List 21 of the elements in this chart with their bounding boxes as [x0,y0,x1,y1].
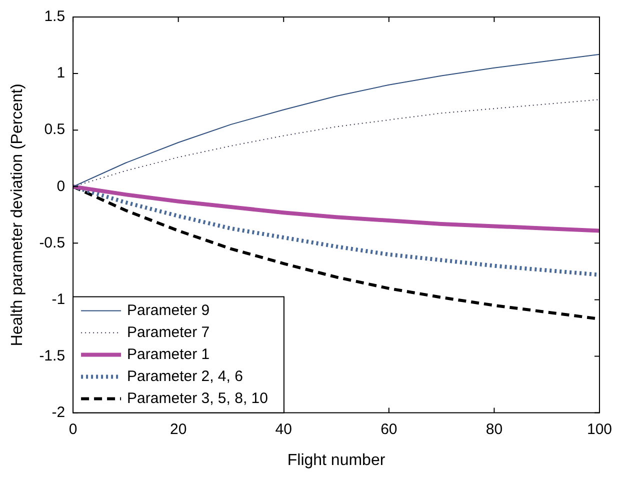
x-tick-label: 80 [486,420,503,438]
x-tick-label: 0 [68,420,78,438]
y-tick-label: -1.5 [39,347,66,364]
x-tick-label: 100 [586,420,612,438]
x-tick-label: 60 [380,420,398,438]
y-tick-label: -2 [52,404,66,421]
y-tick-label: -1 [52,290,66,308]
y-axis-title: Health parameter deviation (Percent) [9,84,26,346]
legend-label: Parameter 3, 5, 8, 10 [127,390,268,407]
y-tick-label: 1.5 [44,8,66,26]
x-tick-label: 40 [275,420,292,438]
y-tick-label: 0 [56,178,66,195]
legend-label: Parameter 7 [127,324,210,341]
y-tick-label: 0.5 [44,121,66,138]
legend-label: Parameter 2, 4, 6 [127,368,243,385]
x-axis-title: Flight number [287,452,386,469]
x-tick-label: 20 [170,420,187,438]
y-tick-label: -0.5 [39,234,66,252]
legend-label: Parameter 1 [127,346,210,363]
legend-label: Parameter 9 [127,302,210,319]
y-tick-label: 1 [56,64,66,82]
